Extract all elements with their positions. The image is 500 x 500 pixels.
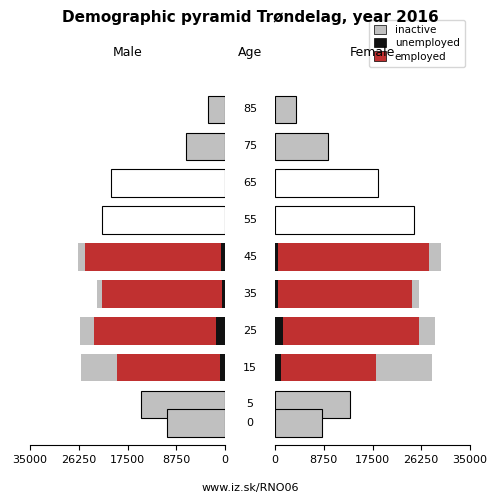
Bar [80, 317, 94, 344]
Text: 5: 5 [246, 400, 254, 409]
Bar [117, 354, 220, 382]
Bar [283, 317, 420, 344]
Text: 55: 55 [243, 215, 257, 225]
Bar [142, 390, 225, 418]
Text: Female: Female [350, 46, 395, 59]
Text: 65: 65 [243, 178, 257, 188]
Bar [208, 96, 225, 124]
Bar [275, 206, 414, 234]
Bar [222, 280, 225, 307]
Bar [412, 280, 420, 307]
Bar [275, 280, 278, 307]
Bar [275, 132, 328, 160]
Bar [275, 354, 281, 382]
Text: Demographic pyramid Trøndelag, year 2016: Demographic pyramid Trøndelag, year 2016 [62, 10, 438, 25]
Bar [278, 280, 411, 307]
Bar [275, 409, 322, 436]
Bar [80, 354, 117, 382]
Text: 0: 0 [246, 418, 254, 428]
Text: 85: 85 [243, 104, 257, 115]
Bar [275, 96, 296, 124]
Text: Male: Male [112, 46, 142, 59]
Text: 35: 35 [243, 289, 257, 299]
Bar [96, 280, 102, 307]
Text: 15: 15 [243, 362, 257, 372]
Bar [275, 170, 378, 197]
Bar [275, 390, 350, 418]
Bar [166, 409, 225, 436]
Bar [94, 317, 216, 344]
Bar [78, 243, 84, 271]
Text: Age: Age [238, 46, 262, 59]
Text: 45: 45 [243, 252, 257, 262]
Legend: inactive, unemployed, employed: inactive, unemployed, employed [368, 20, 465, 67]
Text: 25: 25 [243, 326, 257, 336]
Bar [186, 132, 225, 160]
Bar [275, 243, 278, 271]
Bar [275, 317, 283, 344]
Bar [420, 317, 435, 344]
Bar [84, 243, 221, 271]
Bar [429, 243, 441, 271]
Text: 75: 75 [243, 142, 257, 152]
Bar [376, 354, 432, 382]
Bar [111, 170, 225, 197]
Bar [102, 280, 222, 307]
Bar [216, 317, 225, 344]
Bar [278, 243, 429, 271]
Text: www.iz.sk/RNO06: www.iz.sk/RNO06 [201, 482, 299, 492]
Bar [102, 206, 225, 234]
Bar [220, 354, 225, 382]
Bar [221, 243, 225, 271]
Bar [281, 354, 376, 382]
